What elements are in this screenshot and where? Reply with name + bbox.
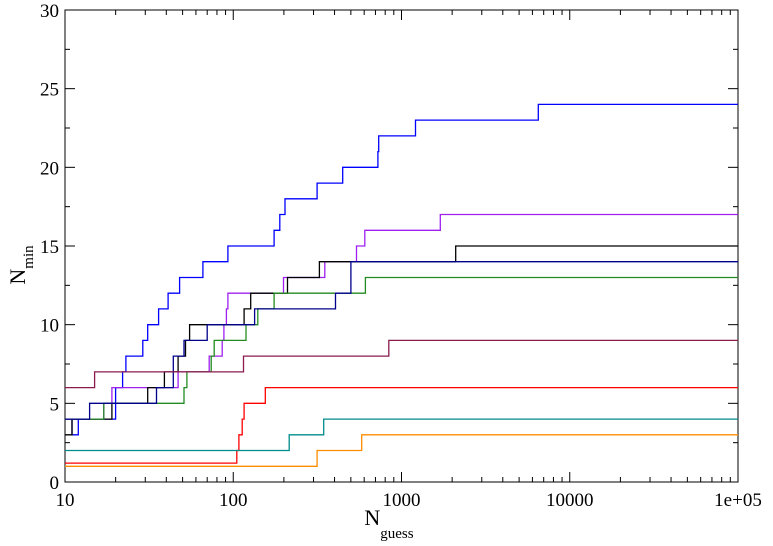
series-line-6 — [65, 339, 738, 389]
x-tick-label: 1000 — [383, 490, 421, 511]
x-tick-label: 10 — [56, 490, 75, 511]
series-line-5 — [65, 261, 738, 420]
series-line-1 — [65, 103, 738, 436]
y-tick-label: 30 — [40, 1, 59, 22]
series-line-9 — [65, 434, 738, 467]
x-tick-label: 1e+05 — [714, 490, 762, 511]
series-line-8 — [65, 418, 738, 452]
y-tick-label: 25 — [40, 80, 59, 101]
y-tick-label: 20 — [40, 158, 59, 179]
x-tick-label: 100 — [219, 490, 248, 511]
y-tick-label: 5 — [50, 394, 60, 415]
y-tick-label: 0 — [50, 473, 60, 494]
series-line-7 — [65, 386, 738, 464]
series-group — [65, 103, 738, 467]
series-line-2 — [65, 213, 738, 420]
y-tick-label: 10 — [40, 316, 59, 337]
y-axis-label-sub: min — [21, 245, 37, 269]
axis-ticks — [64, 9, 739, 483]
y-tick-label: 15 — [40, 237, 59, 258]
y-axis-label-main: N — [5, 269, 30, 285]
x-axis-label-sub: guess — [380, 526, 413, 542]
series-line-4 — [65, 276, 738, 420]
x-axis-label: Nguess — [364, 505, 413, 542]
y-axis-label: Nmin — [5, 245, 37, 285]
x-axis-label-main: N — [364, 505, 380, 530]
x-tick-label: 10000 — [546, 490, 594, 511]
tick-labels: 10 100 1000 10000 1e+05 0 5 10 15 20 25 30 — [40, 1, 762, 511]
